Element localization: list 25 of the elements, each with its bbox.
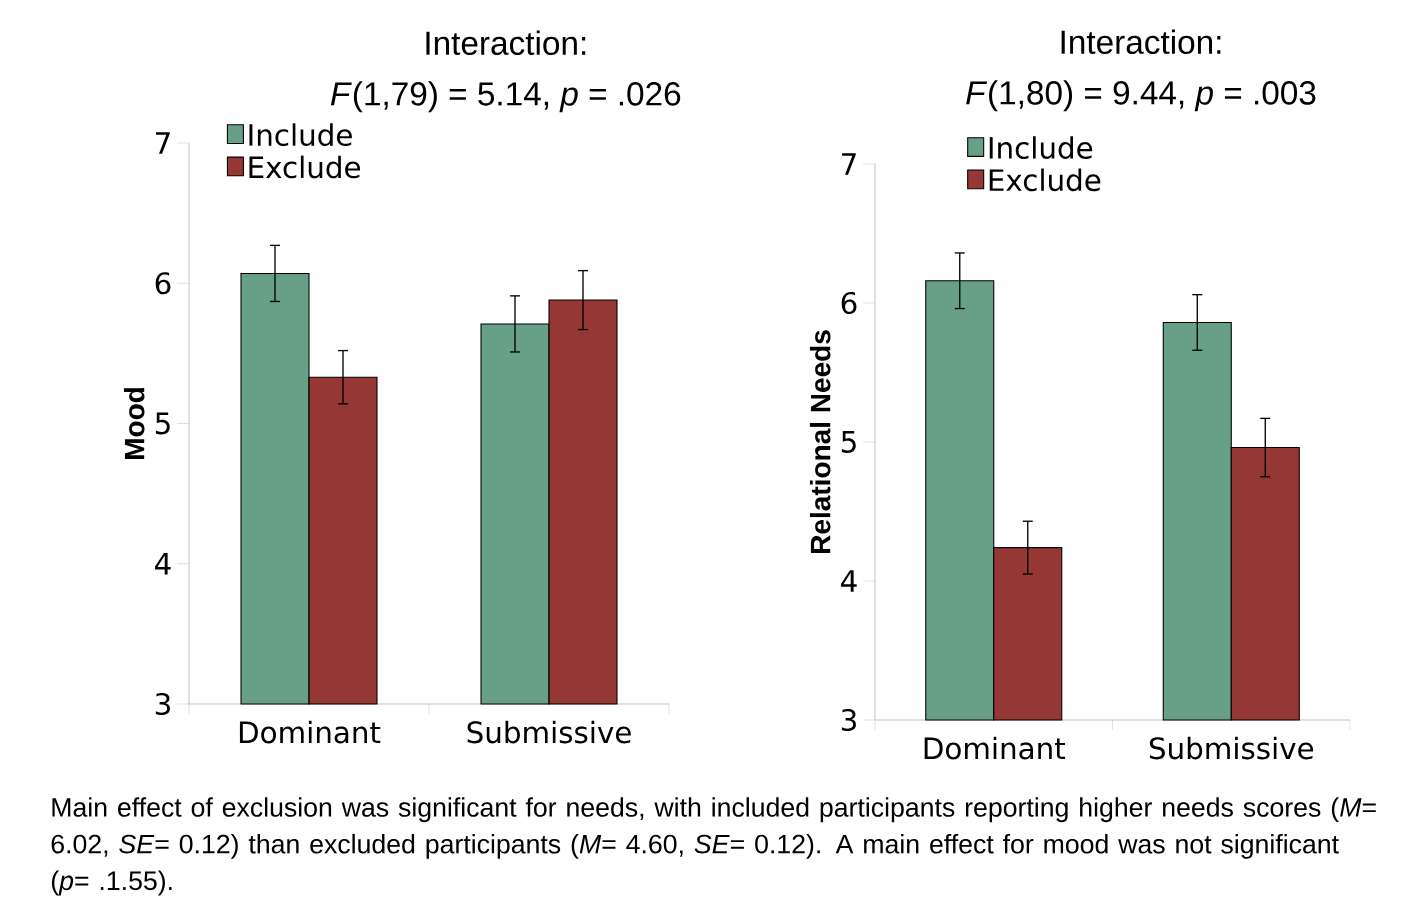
chart-title: Interaction: xyxy=(426,30,586,56)
text: Main effect of exclusion was significant for needs, with included participants reporting higher needs scores (M= 6.02, SE= 0.12) than excluded participants (M= 4.60, SE= 0.12). A main effect for mood was not significant (p= .1.55). xyxy=(51,797,1376,896)
y-tick-label: 3 xyxy=(155,692,170,716)
y-axis-title: Relational Needs xyxy=(809,330,831,553)
y-tick-label: 4 xyxy=(155,553,171,575)
x-tick-label: Dominant xyxy=(924,736,1066,760)
legend-label: Include xyxy=(249,123,352,147)
y-tick-label: 7 xyxy=(842,153,856,175)
y-axis-title: Mood xyxy=(123,388,145,459)
chart-subtitle: F(1,80) = 9.44, p = .003 xyxy=(966,80,1316,112)
y-tick-label: 6 xyxy=(155,272,171,295)
chart-subtitle: F(1,79) = 5.14, p = .026 xyxy=(330,81,681,113)
legend-label: Include xyxy=(989,136,1093,159)
chart-title: Interaction: xyxy=(1061,29,1221,55)
legend-label: Exclude xyxy=(989,168,1101,192)
y-tick-label: 7 xyxy=(156,132,170,154)
x-tick-label: Submissive xyxy=(1149,736,1314,760)
y-tick-label: 5 xyxy=(841,431,856,453)
y-tick-label: 4 xyxy=(841,570,857,592)
y-tick-label: 6 xyxy=(841,291,857,315)
legend-label: Exclude xyxy=(249,155,361,179)
x-tick-label: Dominant xyxy=(239,720,381,744)
x-tick-label: Submissive xyxy=(467,720,631,744)
y-tick-label: 3 xyxy=(841,708,856,732)
y-tick-label: 5 xyxy=(155,412,170,435)
